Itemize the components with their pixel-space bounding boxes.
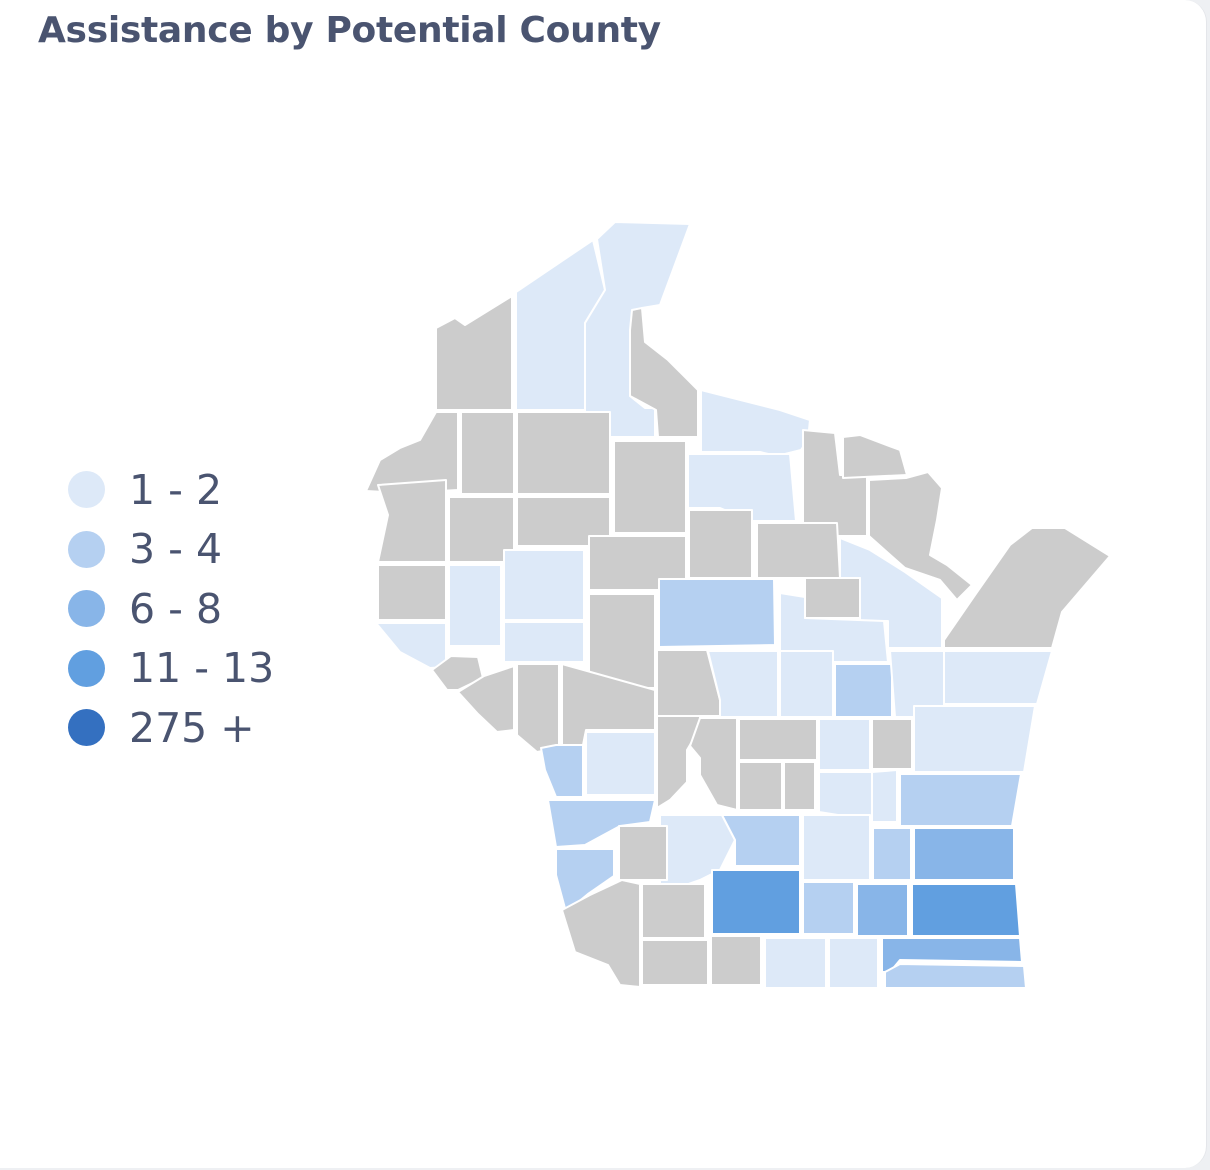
county-region[interactable] <box>516 411 611 495</box>
county-region[interactable] <box>872 827 912 881</box>
county-region[interactable] <box>802 881 855 935</box>
county-region[interactable] <box>700 389 811 457</box>
legend-swatch <box>68 471 105 509</box>
county-region[interactable] <box>764 937 827 989</box>
county-region[interactable] <box>856 883 909 937</box>
county-region[interactable] <box>818 718 871 771</box>
legend-item: 6 - 8 <box>68 579 274 639</box>
county-region[interactable] <box>943 527 1111 649</box>
county-region[interactable] <box>871 718 913 770</box>
county-region[interactable] <box>435 295 513 411</box>
chart-title: Assistance by Potential County <box>38 10 661 51</box>
county-region[interactable] <box>913 827 1015 881</box>
legend-label: 1 - 2 <box>129 465 223 514</box>
county-region[interactable] <box>618 825 668 881</box>
county-region[interactable] <box>779 650 834 718</box>
county-region[interactable] <box>802 814 871 881</box>
county-region[interactable] <box>884 963 1027 989</box>
county-region[interactable] <box>656 715 701 809</box>
legend-swatch <box>68 709 105 747</box>
legend-label: 275 + <box>129 703 255 752</box>
county-region[interactable] <box>804 577 861 619</box>
county-region[interactable] <box>629 307 699 438</box>
county-region[interactable] <box>460 411 515 495</box>
county-region[interactable] <box>503 621 585 663</box>
county-region[interactable] <box>585 731 656 796</box>
county-region[interactable] <box>828 937 879 989</box>
county-region[interactable] <box>868 471 973 601</box>
county-region[interactable] <box>881 937 1023 973</box>
county-region[interactable] <box>911 883 1021 937</box>
county-region[interactable] <box>913 705 1036 773</box>
county-region[interactable] <box>555 848 615 913</box>
county-region[interactable] <box>738 761 783 811</box>
legend-label: 11 - 13 <box>129 644 275 693</box>
county-region[interactable] <box>707 650 779 718</box>
legend-item: 11 - 13 <box>68 639 274 699</box>
county-region[interactable] <box>377 479 447 563</box>
legend: 1 - 2 3 - 4 6 - 8 11 - 13 275 + <box>68 460 274 758</box>
county-region[interactable] <box>448 564 502 647</box>
county-region[interactable] <box>365 411 459 494</box>
county-region[interactable] <box>688 509 753 579</box>
county-region[interactable] <box>899 773 1022 827</box>
county-region[interactable] <box>540 744 584 798</box>
county-region[interactable] <box>842 434 908 479</box>
county-region[interactable] <box>561 879 641 988</box>
county-region[interactable] <box>834 663 893 718</box>
county-region[interactable] <box>377 564 447 621</box>
county-region[interactable] <box>711 869 801 935</box>
county-region[interactable] <box>503 549 585 621</box>
legend-label: 3 - 4 <box>129 525 223 574</box>
legend-swatch <box>68 649 105 687</box>
county-region[interactable] <box>588 593 656 689</box>
legend-item: 3 - 4 <box>68 520 274 580</box>
county-region[interactable] <box>871 769 898 823</box>
county-region[interactable] <box>641 883 706 939</box>
county-region[interactable] <box>457 665 515 733</box>
county-region[interactable] <box>738 718 818 761</box>
county-region[interactable] <box>641 939 709 986</box>
county-region[interactable] <box>516 663 560 753</box>
county-region[interactable] <box>710 935 762 986</box>
county-region[interactable] <box>943 650 1053 705</box>
legend-item: 1 - 2 <box>68 460 274 520</box>
legend-swatch <box>68 530 105 568</box>
county-region[interactable] <box>756 522 841 579</box>
legend-item: 275 + <box>68 698 274 758</box>
county-region[interactable] <box>613 440 687 534</box>
county-region[interactable] <box>783 761 816 811</box>
legend-label: 6 - 8 <box>129 584 223 633</box>
county-region[interactable] <box>721 814 801 867</box>
county-region[interactable] <box>375 622 447 669</box>
county-region[interactable] <box>658 578 776 648</box>
county-region[interactable] <box>584 221 691 438</box>
legend-swatch <box>68 590 105 628</box>
county-region[interactable] <box>689 717 738 811</box>
